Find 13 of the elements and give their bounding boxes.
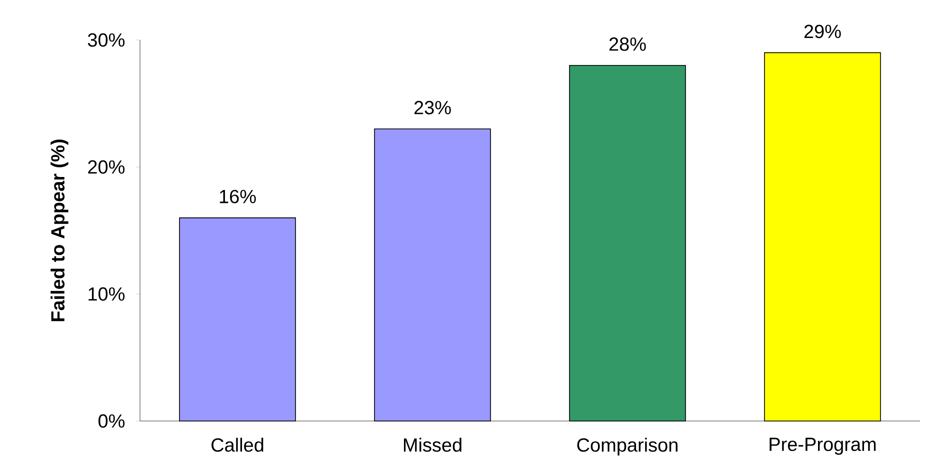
data-label: 23% xyxy=(414,100,451,114)
x-tick-label: Missed xyxy=(404,438,462,452)
y-axis-title: Failed to Appear (%) xyxy=(50,140,68,322)
y-tick-label: 30% xyxy=(88,33,125,47)
data-label: 16% xyxy=(220,190,256,204)
data-label: 28% xyxy=(609,37,646,51)
x-tick-label: Comparison xyxy=(577,438,678,456)
y-tick-label: 20% xyxy=(88,160,125,174)
y-tick-label: 10% xyxy=(88,287,125,301)
data-label: 29% xyxy=(804,24,841,38)
x-tick-label: Pre-Program xyxy=(770,438,876,455)
y-tick-label: 0% xyxy=(98,414,125,428)
x-tick-label: Called xyxy=(212,438,264,452)
